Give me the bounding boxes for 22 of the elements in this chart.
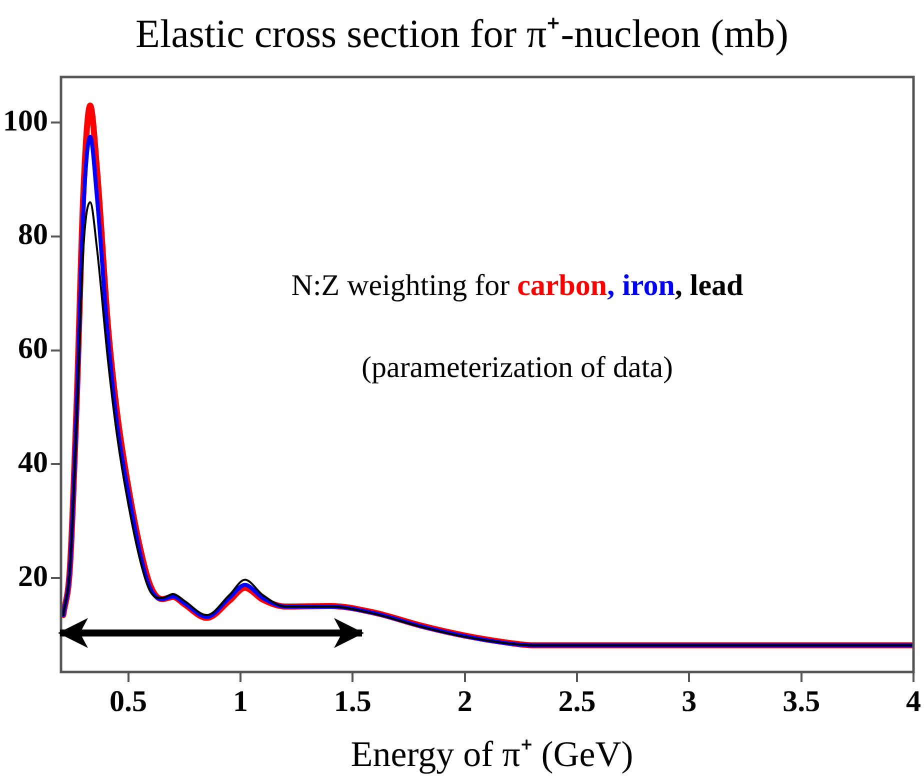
x-tick-label: 1.5 [334, 684, 372, 718]
annotation: , [607, 268, 622, 302]
annotation: N:Z weighting for [291, 268, 518, 302]
x-tick-label: 2 [457, 684, 472, 718]
text: carbon [517, 268, 608, 302]
chart-title: Elastic cross section for π⁺-nucleon (mb) [134, 10, 790, 58]
x-tick-label: 4 [906, 684, 921, 718]
text: lead [690, 268, 744, 302]
x-axis-title: Energy of π⁺ (GeV) [350, 733, 634, 776]
y-tick-label: 60 [18, 332, 48, 366]
x-tick-label: 3 [682, 684, 697, 718]
y-tick-label: 80 [18, 218, 48, 252]
x-tick-label: 2.5 [558, 684, 596, 718]
y-tick-label: 20 [18, 560, 48, 593]
x-tick-label: 0.5 [110, 684, 148, 718]
y-tick-label: 100 [3, 104, 48, 138]
x-tick-label: 3.5 [782, 684, 820, 718]
y-tick-label: 40 [18, 446, 48, 479]
x-tick-label: 1 [232, 684, 248, 718]
annotation: (parameterization of data) [362, 350, 673, 384]
annotation: , [674, 268, 690, 302]
text: iron [622, 268, 676, 302]
